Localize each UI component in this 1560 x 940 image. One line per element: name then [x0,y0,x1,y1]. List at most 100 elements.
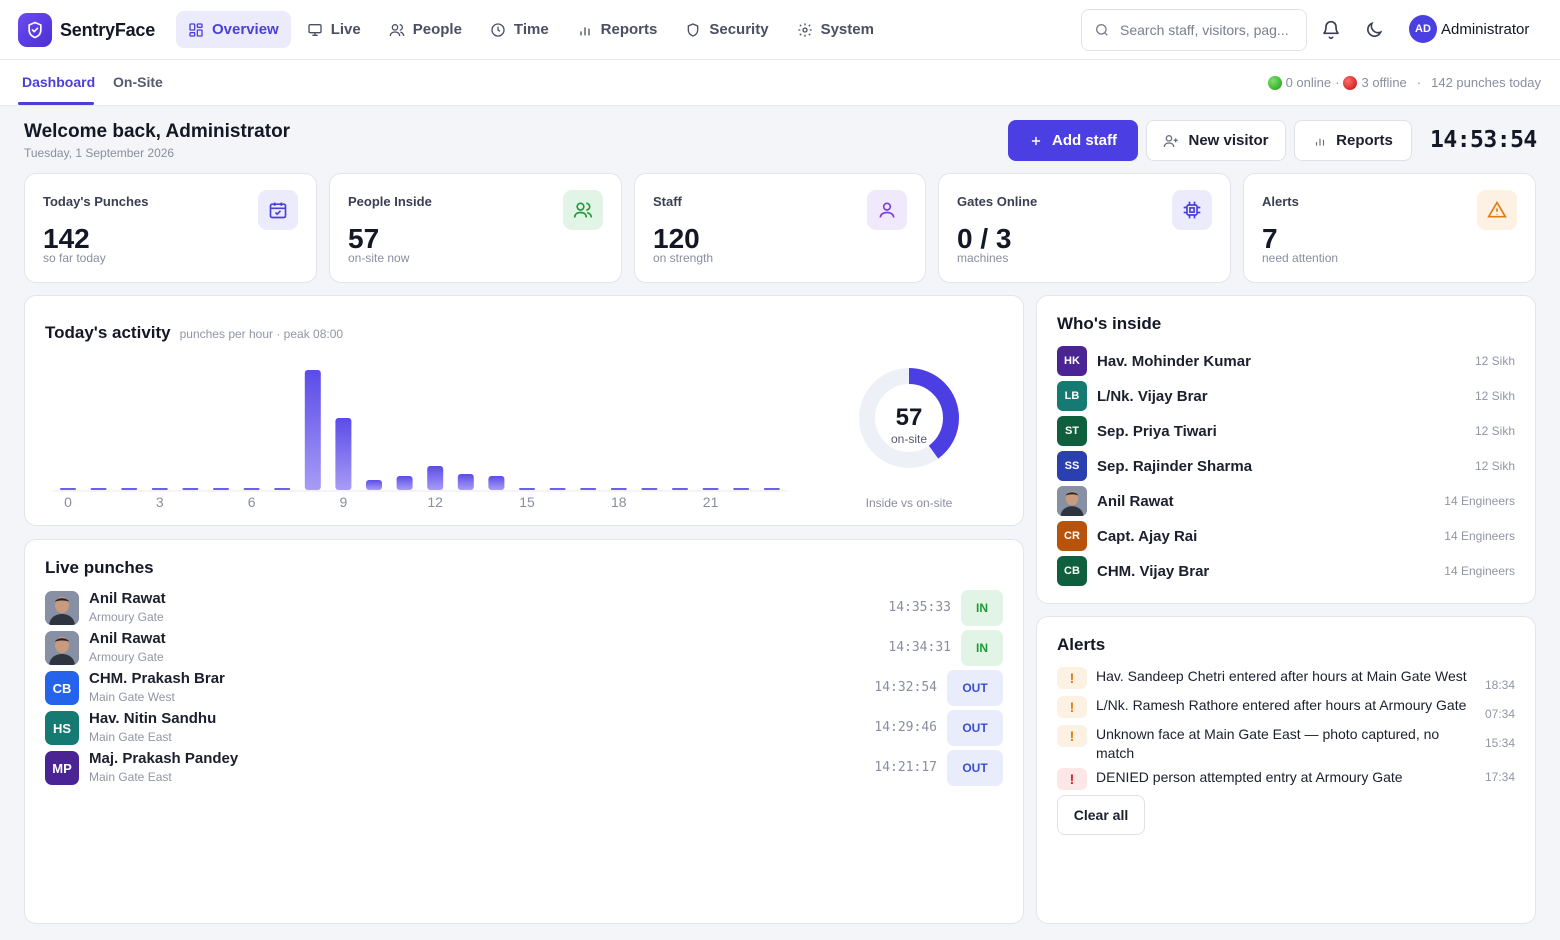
add-staff-button[interactable]: Add staff [1008,120,1138,161]
chart-bar-hour-13[interactable] [457,474,474,490]
stat-card-alerts[interactable]: Alerts 7 need attention [1243,173,1536,283]
punch-direction-badge: OUT [947,710,1003,746]
donut-value: 57 [895,404,923,431]
nav-system[interactable]: System [785,11,886,48]
inside-person-row[interactable]: Anil Rawat 14 Engineers [1057,486,1515,516]
search-input[interactable] [1120,22,1290,38]
nav-live-label: Live [330,21,361,38]
alert-text: L/Nk. Ramesh Rathore entered after hours… [1096,697,1467,713]
chart-bar-hour-1[interactable] [90,488,107,490]
alert-item[interactable]: ! L/Nk. Ramesh Rathore entered after hour… [1057,696,1515,724]
punch-row[interactable]: HS Hav. Nitin Sandhu Main Gate East 14:29:4… [45,710,1003,746]
nav-security[interactable]: Security [673,11,780,48]
user-menu[interactable]: AD Administrator [1409,15,1529,43]
search-box[interactable] [1081,9,1307,51]
nav-time[interactable]: Time [478,11,561,48]
chart-bar-hour-17[interactable] [580,488,597,490]
chart-bar-hour-9[interactable] [335,418,352,490]
punch-person-name: CHM. Prakash Brar [89,670,225,687]
new-visitor-label: New visitor [1188,132,1269,149]
online-count: 0 online [1285,75,1332,90]
punch-row[interactable]: Anil Rawat Armoury Gate 14:35:33 IN [45,590,1003,626]
chart-bar-hour-19[interactable] [641,488,658,490]
chart-bar-hour-15[interactable] [519,488,535,490]
user-plus-icon [1164,134,1179,147]
new-visitor-button[interactable]: New visitor [1146,120,1286,161]
chart-bar-hour-16[interactable] [549,488,566,490]
nav-reports[interactable]: Reports [565,11,670,48]
chart-bar-hour-22[interactable] [733,488,750,490]
tab-onsite[interactable]: On-Site [113,74,163,90]
chart-bar-hour-2[interactable] [121,488,138,490]
inside-person-row[interactable]: CB CHM. Vijay Brar 14 Engineers [1057,556,1515,586]
bar-chart-icon [580,26,590,35]
chart-bar-hour-21[interactable] [702,488,719,490]
notifications-button[interactable] [1317,16,1345,44]
punches-today: 142 punches today [1431,75,1541,90]
main-nav: Overview Live People Time Reports Securi… [176,11,886,48]
chart-bar-hour-6[interactable] [243,488,260,490]
users-icon [389,23,405,36]
inside-person-row[interactable]: SS Sep. Rajinder Sharma 12 Sikh [1057,451,1515,481]
chart-bar-hour-12[interactable] [427,466,444,490]
bar-chart-icon [1316,138,1325,146]
person-unit: 14 Engineers [1444,564,1515,578]
chart-bar-hour-5[interactable] [213,488,229,490]
live-clock: 14:53:54 [1430,127,1537,153]
person-name: Sep. Priya Tiwari [1097,422,1217,440]
chart-bar-hour-18[interactable] [610,488,627,490]
tab-dashboard[interactable]: Dashboard [22,74,96,90]
chart-bar-hour-7[interactable] [274,488,291,490]
chart-bar-hour-0[interactable] [60,488,76,490]
page-title: Welcome back, Administrator [24,121,291,142]
chart-bar-hour-8[interactable] [304,370,321,490]
alert-item[interactable]: ! DENIED person attempted entry at Armour… [1057,768,1515,790]
chart-bar-hour-4[interactable] [182,488,199,490]
chart-bar-hour-20[interactable] [672,488,688,490]
stat-card-gates-online[interactable]: Gates Online 0 / 3 machines [938,173,1231,283]
activity-subtitle: punches per hour · peak 08:00 [179,327,344,341]
punch-time: 14:34:31 [888,640,951,655]
stat-label: Gates Online [957,194,1038,209]
nav-people[interactable]: People [377,11,474,48]
alert-item[interactable]: ! Hav. Sandeep Chetri entered after hours… [1057,667,1515,695]
punch-direction-badge: OUT [947,750,1003,786]
reports-button[interactable]: Reports [1294,120,1412,161]
punch-gate: Main Gate East [89,730,172,744]
chart-bar-hour-14[interactable] [488,476,505,490]
punch-row[interactable]: Anil Rawat Armoury Gate 14:34:31 IN [45,630,1003,666]
alert-item[interactable]: ! Unknown face at Main Gate East — photo … [1057,725,1515,763]
chart-bar-hour-3[interactable] [151,488,168,490]
punch-gate: Armoury Gate [89,650,164,664]
nav-people-label: People [412,21,462,38]
stat-value: 7 [1262,223,1278,254]
person-photo-avatar [1057,486,1087,516]
person-initials-avatar: LB [1057,381,1087,411]
theme-toggle-button[interactable] [1360,16,1388,44]
chart-bar-hour-11[interactable] [396,476,413,490]
chart-bar-hour-23[interactable] [763,488,780,490]
donut-label: on-site [890,432,928,446]
stat-sub: need attention [1262,251,1339,265]
inside-person-row[interactable]: CR Capt. Ajay Rai 14 Engineers [1057,521,1515,551]
inside-person-row[interactable]: ST Sep. Priya Tiwari 12 Sikh [1057,416,1515,446]
stat-card-people-inside[interactable]: People Inside 57 on-site now [329,173,622,283]
stat-value: 142 [43,223,90,254]
offline-count: 3 offline [1361,75,1407,90]
brand[interactable]: SentryFace [18,13,155,47]
chart-bar-hour-10[interactable] [366,480,382,490]
nav-system-label: System [820,21,874,38]
users-icon [563,190,603,230]
nav-overview[interactable]: Overview [176,11,291,48]
punch-row[interactable]: CB CHM. Prakash Brar Main Gate West 14:32:5… [45,670,1003,706]
stat-card-punches[interactable]: Today's Punches 142 so far today [24,173,317,283]
person-unit: 12 Sikh [1474,424,1515,438]
chart-x-tick-label: 6 [247,494,256,510]
clear-alerts-button[interactable]: Clear all [1057,795,1145,835]
nav-live[interactable]: Live [295,11,373,48]
inside-person-row[interactable]: LB L/Nk. Vijay Brar 12 Sikh [1057,381,1515,411]
stat-card-staff[interactable]: Staff 120 on strength [634,173,926,283]
inside-person-row[interactable]: HK Hav. Mohinder Kumar 12 Sikh [1057,346,1515,376]
punch-row[interactable]: MP Maj. Prakash Pandey Main Gate East 14:21… [45,750,1003,786]
gate-status-line: 0 online · 3 offline · 142 punches today [1267,75,1541,90]
